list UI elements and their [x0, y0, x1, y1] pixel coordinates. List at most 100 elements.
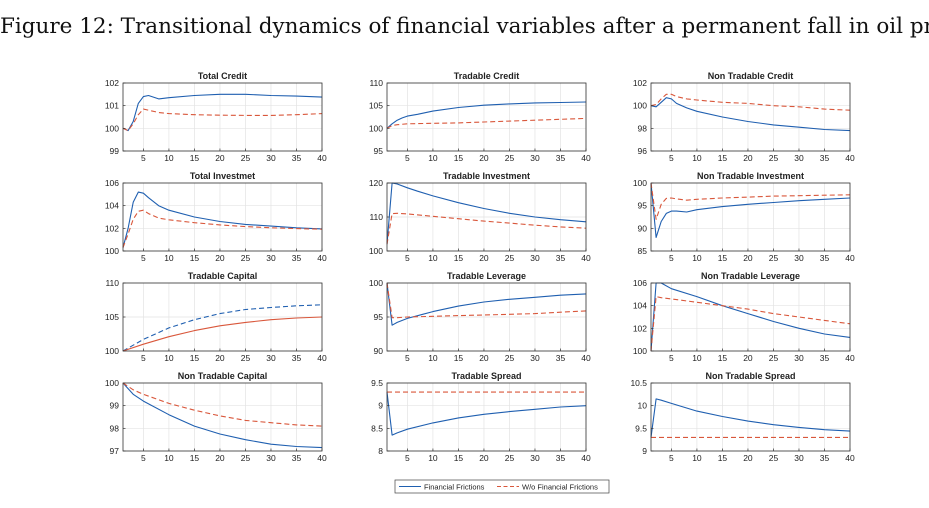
x-tick-label: 10 — [692, 153, 702, 163]
x-tick-label: 30 — [266, 253, 276, 263]
series-line-w-o-financial-frictions — [650, 296, 851, 352]
x-tick-label: 35 — [292, 253, 302, 263]
x-tick-label: 25 — [769, 253, 779, 263]
x-tick-label: 25 — [505, 353, 515, 363]
plot-frame — [650, 182, 851, 252]
x-tick-label: 35 — [292, 453, 302, 463]
y-tick-label: 101 — [105, 101, 119, 111]
y-tick-label: 98 — [638, 123, 648, 133]
series-line-financial-frictions — [650, 398, 851, 438]
series-line-financial-frictions — [386, 101, 587, 129]
series-line-financial-frictions — [122, 93, 323, 132]
x-tick-label: 30 — [530, 153, 540, 163]
x-tick-label: 25 — [505, 153, 515, 163]
x-tick-label: 5 — [405, 453, 410, 463]
x-tick-label: 15 — [454, 153, 464, 163]
y-tick-label: 110 — [105, 278, 119, 288]
x-tick-label: 40 — [317, 253, 327, 263]
x-tick-label: 5 — [405, 153, 410, 163]
y-tick-label: 102 — [105, 223, 119, 233]
plot-area — [387, 383, 586, 451]
x-tick-label: 25 — [241, 153, 251, 163]
x-tick-label: 5 — [141, 253, 146, 263]
x-tick-label: 30 — [794, 253, 804, 263]
y-tick-label: 104 — [633, 301, 647, 311]
series-line-w-o-financial-frictions — [122, 108, 323, 132]
x-tick-label: 35 — [556, 353, 566, 363]
y-tick-label: 8 — [378, 446, 383, 456]
panel-title: Non Tradable Credit — [708, 71, 794, 81]
y-tick-label: 100 — [105, 123, 119, 133]
x-tick-label: 35 — [820, 253, 830, 263]
y-tick-label: 106 — [633, 278, 647, 288]
y-tick-label: 90 — [638, 223, 648, 233]
legend-label-w-o-financial-frictions: W/o Financial Frictions — [522, 483, 598, 492]
plot-frame — [122, 382, 323, 452]
x-tick-label: 25 — [505, 453, 515, 463]
y-tick-label: 90 — [374, 346, 384, 356]
figure-title: Figure 12: Transitional dynamics of fina… — [0, 14, 929, 39]
y-tick-label: 10 — [638, 401, 648, 411]
x-tick-label: 20 — [743, 353, 753, 363]
x-tick-label: 25 — [769, 453, 779, 463]
y-tick-label: 9 — [378, 401, 383, 411]
plot-frame — [386, 82, 587, 152]
x-tick-label: 15 — [454, 353, 464, 363]
panel-title: Tradable Capital — [188, 271, 258, 281]
panel-title: Total Credit — [198, 71, 247, 81]
y-tick-label: 95 — [374, 146, 384, 156]
legend-label-financial-frictions: Financial Frictions — [424, 483, 485, 492]
plot-frame — [650, 82, 851, 152]
panel-tradable-investment: 5 10 15 20 25 30 35 40 100 110 120 Tradable Investm… — [369, 171, 591, 263]
x-tick-label: 5 — [141, 453, 146, 463]
panel-non-tradable-credit: 5 10 15 20 25 30 35 40 96 98 100 102 Non Tradable Cr… — [633, 71, 855, 163]
x-tick-label: 35 — [292, 353, 302, 363]
y-tick-label: 104 — [105, 201, 119, 211]
y-tick-label: 102 — [633, 78, 647, 88]
y-tick-label: 95 — [374, 312, 384, 322]
x-tick-label: 10 — [428, 153, 438, 163]
x-tick-label: 20 — [215, 453, 225, 463]
plot-area — [387, 83, 586, 151]
x-tick-label: 5 — [405, 353, 410, 363]
y-tick-label: 102 — [105, 78, 119, 88]
x-tick-label: 40 — [317, 153, 327, 163]
x-tick-label: 20 — [479, 353, 489, 363]
x-tick-label: 35 — [556, 453, 566, 463]
panel-tradable-capital: 5 10 15 20 25 30 35 40 100 105 110 Tradable Capital — [105, 271, 327, 363]
panel-total-credit: 5 10 15 20 25 30 35 40 99 100 101 102 Total Credit — [105, 71, 327, 163]
x-tick-label: 40 — [317, 353, 327, 363]
y-tick-label: 100 — [105, 346, 119, 356]
plot-frame — [122, 82, 323, 152]
x-tick-label: 10 — [164, 453, 174, 463]
y-tick-label: 120 — [369, 178, 383, 188]
x-tick-label: 25 — [241, 453, 251, 463]
y-tick-label: 100 — [633, 101, 647, 111]
x-tick-label: 5 — [669, 353, 674, 363]
x-tick-label: 10 — [164, 353, 174, 363]
plot-area — [651, 283, 850, 351]
y-tick-label: 100 — [633, 346, 647, 356]
y-tick-label: 97 — [110, 446, 120, 456]
y-tick-label: 9.5 — [371, 378, 383, 388]
x-tick-label: 30 — [794, 453, 804, 463]
x-tick-label: 5 — [405, 253, 410, 263]
panel-tradable-leverage: 5 10 15 20 25 30 35 40 90 95 100 Tradable Leverage — [369, 271, 591, 363]
y-tick-label: 102 — [633, 323, 647, 333]
series-line-financial-frictions — [122, 191, 323, 248]
panel-title: Tradable Investment — [443, 171, 530, 181]
y-tick-label: 100 — [369, 278, 383, 288]
x-tick-label: 20 — [479, 153, 489, 163]
x-tick-label: 15 — [718, 153, 728, 163]
x-tick-label: 10 — [692, 253, 702, 263]
plot-area — [123, 183, 322, 251]
x-tick-label: 35 — [292, 153, 302, 163]
legend-box — [394, 479, 610, 494]
x-tick-label: 35 — [820, 353, 830, 363]
plot-frame — [650, 282, 851, 352]
y-tick-label: 99 — [110, 146, 120, 156]
series-line-financial-frictions — [650, 97, 851, 132]
x-tick-label: 30 — [794, 153, 804, 163]
panel-title: Tradable Credit — [454, 71, 520, 81]
x-tick-label: 40 — [317, 453, 327, 463]
